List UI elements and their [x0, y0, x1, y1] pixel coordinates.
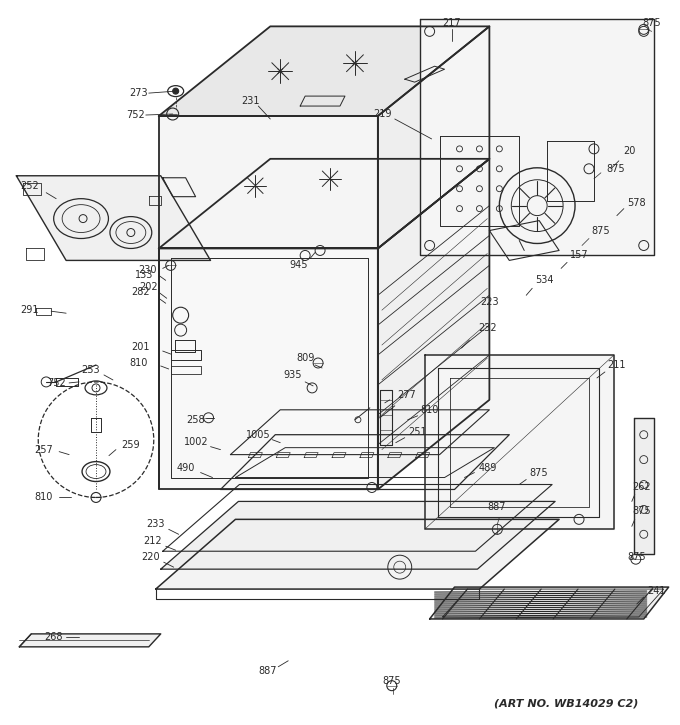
Text: 887: 887 [487, 502, 506, 513]
Polygon shape [156, 519, 559, 589]
Text: 201: 201 [131, 342, 150, 352]
Text: 257: 257 [34, 444, 52, 455]
Polygon shape [634, 418, 653, 554]
Text: 1005: 1005 [246, 430, 271, 439]
Text: 20: 20 [624, 146, 636, 156]
Text: 810: 810 [420, 405, 439, 415]
Text: 251: 251 [409, 427, 427, 436]
Text: 230: 230 [139, 265, 157, 276]
Polygon shape [158, 26, 490, 116]
Text: 277: 277 [397, 390, 416, 400]
Text: 282: 282 [131, 287, 150, 297]
Text: 945: 945 [289, 260, 307, 270]
Text: 258: 258 [186, 415, 205, 425]
Text: 534: 534 [535, 276, 554, 286]
Text: 810: 810 [34, 492, 52, 502]
Polygon shape [420, 20, 653, 255]
Text: 875: 875 [592, 225, 610, 236]
Polygon shape [380, 390, 392, 444]
Text: 887: 887 [258, 666, 277, 676]
Text: 212: 212 [143, 536, 162, 546]
Text: 875: 875 [632, 506, 651, 516]
Text: 875: 875 [607, 164, 625, 174]
Text: 252: 252 [20, 181, 39, 191]
Polygon shape [378, 26, 490, 249]
Text: 211: 211 [608, 360, 626, 370]
Text: 875: 875 [530, 468, 549, 478]
Text: 133: 133 [135, 270, 153, 281]
Text: 268: 268 [44, 632, 63, 642]
Polygon shape [160, 502, 555, 569]
Text: 809: 809 [296, 353, 314, 363]
Polygon shape [424, 355, 614, 529]
Text: 489: 489 [478, 463, 496, 473]
Polygon shape [158, 249, 378, 489]
Polygon shape [378, 159, 490, 489]
Polygon shape [158, 159, 490, 249]
Text: 241: 241 [647, 586, 666, 596]
Text: 259: 259 [122, 439, 140, 450]
Text: 875: 875 [628, 552, 646, 562]
Text: 935: 935 [283, 370, 301, 380]
Text: 253: 253 [82, 365, 101, 375]
Text: 217: 217 [442, 18, 461, 28]
Text: 202: 202 [139, 282, 158, 292]
Text: 490: 490 [176, 463, 195, 473]
Circle shape [173, 88, 179, 94]
Text: 291: 291 [20, 305, 39, 315]
Polygon shape [430, 587, 668, 619]
Text: 157: 157 [570, 250, 588, 260]
Text: 231: 231 [241, 96, 260, 106]
Text: 232: 232 [478, 323, 496, 334]
Text: 219: 219 [373, 109, 392, 119]
Text: 875: 875 [643, 18, 661, 28]
Text: 233: 233 [146, 519, 165, 529]
Text: 220: 220 [141, 552, 160, 562]
Text: 752: 752 [126, 110, 146, 120]
Text: 875: 875 [382, 676, 401, 686]
Text: 223: 223 [480, 297, 498, 307]
Text: 810: 810 [130, 358, 148, 368]
Text: (ART NO. WB14029 C2): (ART NO. WB14029 C2) [494, 699, 639, 708]
Polygon shape [19, 634, 160, 647]
Text: 262: 262 [632, 482, 651, 492]
Polygon shape [158, 116, 378, 249]
Text: 1002: 1002 [184, 436, 209, 447]
Polygon shape [16, 175, 211, 260]
Text: 273: 273 [129, 88, 148, 98]
Text: 752: 752 [47, 378, 65, 388]
Text: 578: 578 [628, 198, 646, 207]
